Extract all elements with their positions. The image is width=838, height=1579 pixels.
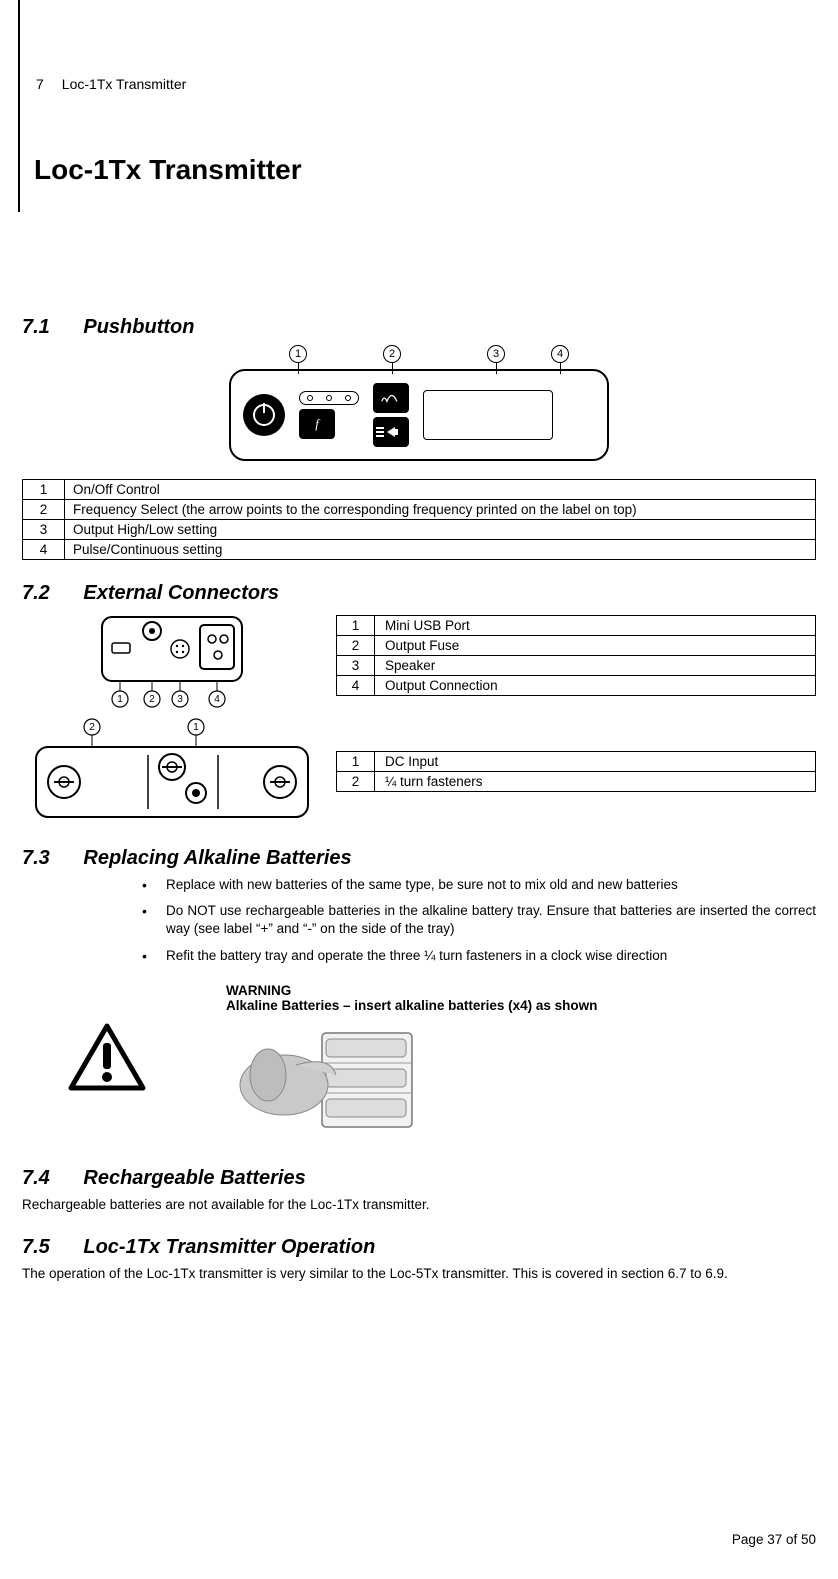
svg-text:2: 2 (149, 694, 155, 705)
svg-text:1: 1 (193, 722, 199, 733)
section-7-4-body: Rechargeable batteries are not available… (22, 1196, 816, 1214)
list-item: Refit the battery tray and operate the t… (142, 947, 816, 965)
connectors-front-figure: 1 2 3 4 (22, 611, 322, 711)
table-row: 2Frequency Select (the arrow points to t… (23, 500, 816, 520)
callout-3: 3 (487, 345, 505, 363)
power-button-icon (243, 394, 285, 436)
section-title: Replacing Alkaline Batteries (83, 847, 351, 869)
page-title: Loc-1Tx Transmitter (34, 154, 816, 186)
svg-text:4: 4 (214, 694, 220, 705)
svg-text:2: 2 (89, 722, 95, 733)
svg-text:1: 1 (117, 694, 123, 705)
frequency-button-icon: f (299, 409, 335, 439)
section-number: 7.3 (22, 847, 50, 870)
section-7-1-heading: 7.1 Pushbutton (22, 316, 816, 339)
table-row: 4Output Connection (337, 676, 816, 696)
callout-1: 1 (289, 345, 307, 363)
connectors-table-a: 1Mini USB Port 2Output Fuse 3Speaker 4Ou… (336, 615, 816, 696)
table-row: 2¼ turn fasteners (337, 772, 816, 792)
table-row: 3Output High/Low setting (23, 520, 816, 540)
battery-photo-placeholder (226, 1025, 597, 1135)
section-number: 7.4 (22, 1167, 50, 1190)
chapter-number: 7 (36, 76, 44, 92)
frequency-leds-icon (299, 391, 359, 405)
section-7-5-body: The operation of the Loc-1Tx transmitter… (22, 1265, 816, 1283)
section-title: Pushbutton (83, 316, 194, 338)
warning-icon (68, 1023, 146, 1093)
pushbutton-table: 1On/Off Control 2Frequency Select (the a… (22, 479, 816, 560)
section-7-2-heading: 7.2 External Connectors (22, 582, 816, 605)
list-item: Do NOT use rechargeable batteries in the… (142, 902, 816, 938)
vertical-rule (18, 0, 20, 212)
transmitter-top-panel: f (229, 369, 609, 461)
section-number: 7.2 (22, 582, 50, 605)
table-row: 2Output Fuse (337, 636, 816, 656)
section-7-4-heading: 7.4 Rechargeable Batteries (22, 1167, 816, 1190)
callout-2: 2 (383, 345, 401, 363)
pushbutton-figure: 1 2 3 4 f (22, 345, 816, 461)
section-7-5-heading: 7.5 Loc-1Tx Transmitter Operation (22, 1236, 816, 1259)
section-title: Rechargeable Batteries (83, 1167, 305, 1189)
section-title: External Connectors (83, 582, 279, 604)
warning-label: WARNING (226, 983, 597, 998)
connectors-bottom-figure: 2 1 (22, 717, 322, 827)
callout-4: 4 (551, 345, 569, 363)
table-row: 1On/Off Control (23, 480, 816, 500)
pulse-mode-icon (373, 417, 409, 447)
running-header: 7 Loc-1Tx Transmitter (22, 76, 816, 92)
table-row: 1DC Input (337, 752, 816, 772)
section-title: Loc-1Tx Transmitter Operation (83, 1236, 375, 1258)
table-row: 4Pulse/Continuous setting (23, 540, 816, 560)
table-row: 1Mini USB Port (337, 616, 816, 636)
label-window-icon (423, 390, 553, 440)
table-row: 3Speaker (337, 656, 816, 676)
battery-instructions-list: Replace with new batteries of the same t… (22, 876, 816, 965)
section-number: 7.1 (22, 316, 50, 339)
section-7-3-heading: 7.3 Replacing Alkaline Batteries (22, 847, 816, 870)
chapter-title: Loc-1Tx Transmitter (62, 76, 186, 92)
list-item: Replace with new batteries of the same t… (142, 876, 816, 894)
section-number: 7.5 (22, 1236, 50, 1259)
output-level-icon (373, 383, 409, 413)
svg-text:3: 3 (177, 694, 183, 705)
warning-text: Alkaline Batteries – insert alkaline bat… (226, 998, 597, 1013)
page-footer: Page 37 of 50 (732, 1532, 816, 1547)
connectors-table-b: 1DC Input 2¼ turn fasteners (336, 751, 816, 792)
